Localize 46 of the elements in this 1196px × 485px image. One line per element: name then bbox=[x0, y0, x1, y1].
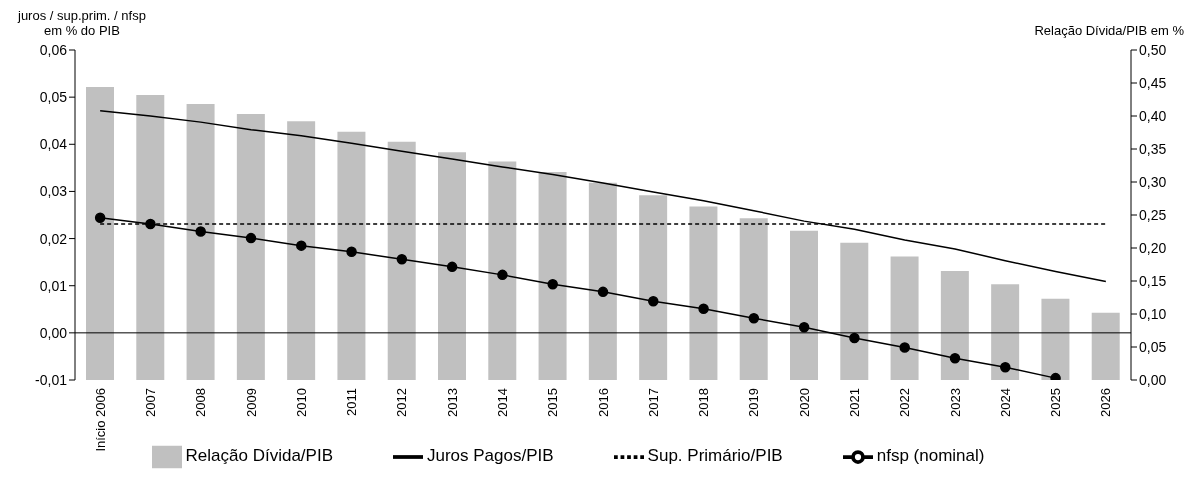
y2-tick-label: 0,40 bbox=[1139, 107, 1167, 124]
y-tick-label: -0,01 bbox=[35, 371, 68, 388]
x-tick-label: 2018 bbox=[696, 388, 712, 417]
y-tick-label: 0,05 bbox=[39, 89, 68, 106]
x-tick-label: 2009 bbox=[243, 388, 259, 417]
x-tick-label: 2010 bbox=[293, 388, 309, 417]
x-tick-label: 2022 bbox=[897, 388, 913, 417]
x-tick-label: 2026 bbox=[1098, 388, 1114, 417]
x-tick-label: 2011 bbox=[344, 388, 360, 416]
y2-axis-title: Relação Dívida/PIB em % bbox=[1034, 23, 1184, 38]
x-tick-label: 2019 bbox=[746, 388, 762, 417]
y2-tick-label: 0,15 bbox=[1139, 272, 1167, 289]
legend-label: Juros Pagos/PIB bbox=[426, 446, 554, 466]
x-tick-label: 2017 bbox=[645, 388, 661, 417]
y2-tick-label: 0,20 bbox=[1139, 239, 1167, 256]
x-tick-label: 2016 bbox=[595, 388, 611, 417]
y-tick-label: 0,06 bbox=[39, 41, 68, 58]
y2-tick-label: 0,50 bbox=[1139, 41, 1167, 58]
x-tick-label: 2014 bbox=[494, 388, 510, 417]
x-tick-label: 2021 bbox=[846, 388, 862, 417]
x-tick-label: 2012 bbox=[394, 388, 410, 417]
x-tick-label: 2020 bbox=[796, 388, 812, 417]
x-tick-label: 2024 bbox=[997, 388, 1013, 417]
x-tick-label: Início 2006 bbox=[92, 388, 108, 452]
legend-label: nfsp (nominal) bbox=[876, 446, 985, 466]
x-tick-label: 2013 bbox=[444, 388, 460, 417]
x-tick-label: 2007 bbox=[142, 388, 158, 417]
y-tick-label: 0,04 bbox=[39, 136, 68, 153]
y-axis-title: juros / sup.prim. / nfsp em % do PIB bbox=[18, 8, 146, 38]
y2-tick-label: 0,35 bbox=[1139, 140, 1167, 157]
y-tick-label: 0,03 bbox=[39, 183, 68, 200]
x-tick-label: 2023 bbox=[947, 388, 963, 417]
x-tick-label: 2025 bbox=[1048, 388, 1064, 417]
y2-tick-label: 0,45 bbox=[1139, 74, 1167, 91]
x-tick-label: 2008 bbox=[193, 388, 209, 417]
y-tick-label: 0,00 bbox=[39, 324, 68, 341]
y-tick-label: 0,02 bbox=[39, 230, 68, 247]
y2-tick-label: 0,30 bbox=[1139, 173, 1167, 190]
legend-label: Relação Dívida/PIB bbox=[185, 446, 333, 466]
y2-tick-label: 0,25 bbox=[1139, 206, 1167, 223]
y2-tick-label: 0,10 bbox=[1139, 305, 1167, 322]
y-tick-label: 0,01 bbox=[39, 277, 68, 294]
y2-tick-label: 0,05 bbox=[1139, 338, 1167, 355]
legend-label: Sup. Primário/PIB bbox=[647, 446, 783, 466]
x-tick-label: 2015 bbox=[545, 388, 561, 417]
y2-tick-label: 0,00 bbox=[1139, 371, 1167, 388]
